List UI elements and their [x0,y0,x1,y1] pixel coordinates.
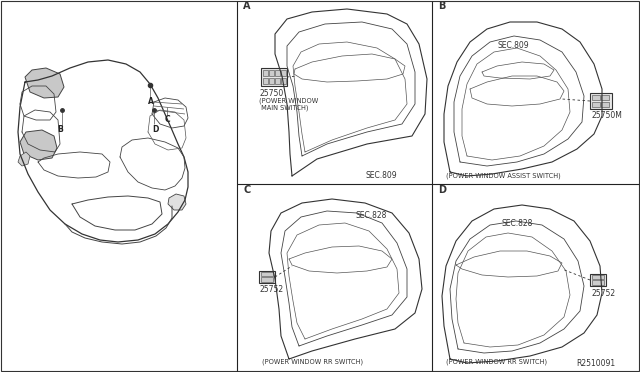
Text: (POWER WINDOW RR SWITCH): (POWER WINDOW RR SWITCH) [262,359,363,365]
Bar [269,78,274,84]
Text: C: C [243,185,250,195]
Bar [263,78,268,84]
Bar [601,102,609,107]
Text: 25752: 25752 [591,289,615,298]
Polygon shape [168,194,186,210]
Text: D: D [152,125,158,134]
Bar [592,275,604,279]
Bar [590,274,606,286]
Text: SEC.809: SEC.809 [365,171,397,180]
Text: B: B [438,1,445,11]
Bar [259,271,275,283]
Bar [275,78,280,84]
Text: A: A [148,97,154,106]
Bar [592,94,600,100]
Text: R2510091: R2510091 [576,359,615,368]
Text: SEC.828: SEC.828 [355,212,387,221]
Text: C: C [165,115,171,125]
Text: A: A [243,1,250,11]
Bar [261,277,273,282]
Text: SEC.828: SEC.828 [502,218,533,228]
Text: (POWER WINDOW: (POWER WINDOW [259,98,318,104]
Text: (POWER WINDOW ASSIST SWITCH): (POWER WINDOW ASSIST SWITCH) [446,173,561,179]
Bar [261,272,273,276]
Text: MAIN SWITCH): MAIN SWITCH) [259,105,308,111]
Bar [261,68,287,86]
Bar [592,280,604,285]
Bar [281,78,286,84]
Bar [590,93,612,109]
Text: 25750: 25750 [259,89,284,97]
Polygon shape [20,130,57,160]
Bar [269,70,274,76]
Bar [275,70,280,76]
Text: 25750M: 25750M [591,112,622,121]
Text: 25752: 25752 [260,285,284,295]
Bar [281,70,286,76]
Text: B: B [57,125,63,134]
Polygon shape [18,152,30,166]
Bar [592,102,600,107]
Text: SEC.809: SEC.809 [497,42,529,51]
Text: D: D [438,185,446,195]
Text: (POWER WINDOW RR SWITCH): (POWER WINDOW RR SWITCH) [446,359,547,365]
Bar [601,94,609,100]
Polygon shape [25,68,64,98]
Bar [263,70,268,76]
